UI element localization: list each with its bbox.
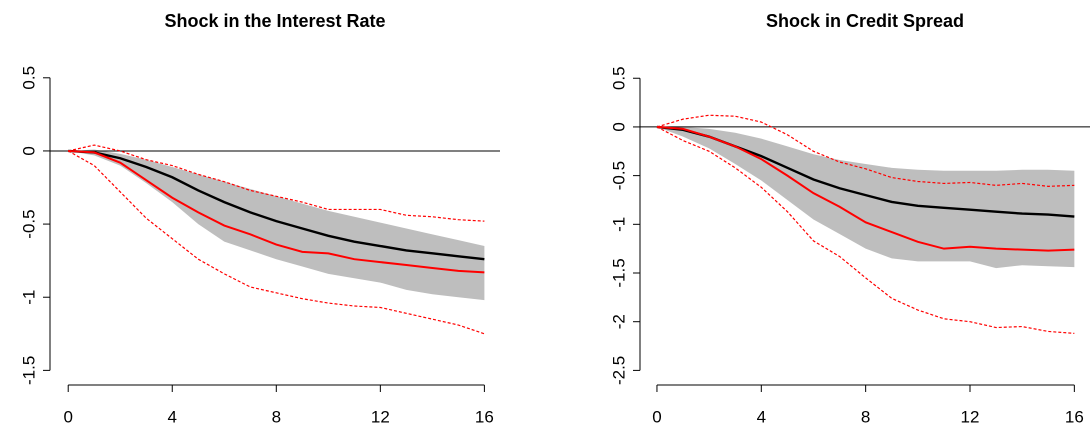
y-tick-label: -1.5 <box>609 258 628 287</box>
y-tick-label: -0.5 <box>19 209 38 238</box>
dashed-line <box>67 150 485 335</box>
line <box>68 149 485 261</box>
y-tick-label: 0 <box>19 146 38 155</box>
chart-panel: Shock in the Interest Rate -1.5 -1 -0.5 0 0.5… <box>19 11 500 426</box>
line <box>656 125 1075 252</box>
dashed-line <box>68 144 485 222</box>
chart-panel: Shock in Credit Spread -2.5 -2 -1.5 -1 -0.5 0 0… <box>609 11 1090 426</box>
x-tick-label: 16 <box>475 407 494 426</box>
confidence-band <box>656 126 1075 269</box>
y-tick-label: -0.5 <box>609 161 628 190</box>
x-tick-label: 0 <box>652 407 661 426</box>
y-tick-label: -1.5 <box>19 356 38 385</box>
confidence-band <box>68 149 485 301</box>
y-tick-label: -2 <box>609 314 628 329</box>
x-tick-label: 0 <box>63 407 72 426</box>
chart-title: Shock in Credit Spread <box>766 11 964 31</box>
y-tick-label: -2.5 <box>609 356 628 385</box>
x-tick-label: 16 <box>1065 407 1084 426</box>
y-tick-label: 0.5 <box>609 66 628 90</box>
x-tick-label: 8 <box>272 407 281 426</box>
y-tick-label: -1 <box>609 217 628 232</box>
x-tick-label: 12 <box>961 407 980 426</box>
chart-title: Shock in the Interest Rate <box>164 11 385 31</box>
x-tick-label: 4 <box>168 407 177 426</box>
y-tick-label: -1 <box>19 290 38 305</box>
x-tick-label: 8 <box>861 407 870 426</box>
dashed-line <box>656 114 1075 187</box>
y-tick-label: 0.5 <box>19 66 38 90</box>
y-tick-label: 0 <box>609 122 628 131</box>
dashed-line <box>656 126 1075 334</box>
x-tick-label: 12 <box>371 407 390 426</box>
line <box>68 149 485 274</box>
x-tick-label: 4 <box>757 407 766 426</box>
